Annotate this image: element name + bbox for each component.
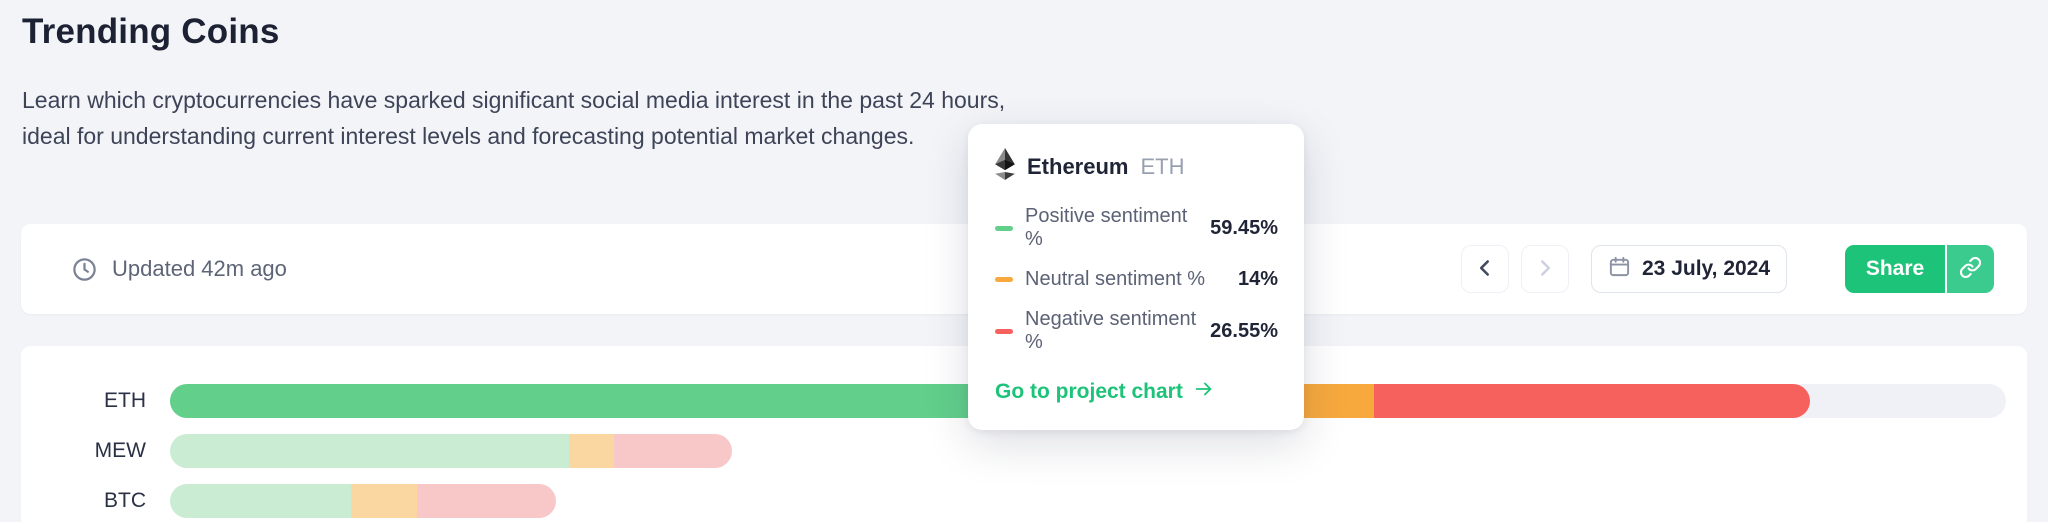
bar-segment-mew-neutral[interactable] [568,434,614,468]
row-track-mew [170,434,2006,468]
chevron-right-icon [1532,255,1558,284]
chart-row-mew: MEW [31,426,2006,476]
row-label-eth: ETH [104,389,146,412]
neutral-dash-icon [995,277,1013,282]
updated-status: Updated 42m ago [71,224,287,314]
bar-segment-mew-positive[interactable] [170,434,569,468]
row-track-btc [170,484,2006,518]
negative-dash-icon [995,328,1013,334]
tooltip-header: Ethereum ETH [995,148,1278,185]
go-to-project-chart-label: Go to project chart [995,380,1183,403]
tooltip-row-value: 26.55% [1210,319,1278,342]
tooltip-row-label: Negative sentiment % [1025,308,1197,353]
ethereum-logo-icon [995,148,1015,185]
tooltip-row-neutral: Neutral sentiment % 14% [995,268,1278,291]
tooltip-row-value: 14% [1237,268,1278,290]
share-button[interactable]: Share [1845,245,1945,293]
date-picker[interactable]: 23 July, 2024 [1591,245,1788,293]
page-subtitle-line1: Learn which cryptocurrencies have sparke… [22,87,1006,113]
chevron-left-icon [1472,255,1498,284]
bar-segment-eth-negative[interactable] [1374,384,1810,418]
go-to-project-chart-link[interactable]: Go to project chart [995,378,1278,406]
coin-tooltip: Ethereum ETH Positive sentiment % 59.45%… [968,124,1304,430]
row-label-btc: BTC [104,489,146,512]
tooltip-row-label: Positive sentiment % [1025,205,1188,250]
page-subtitle-line2: ideal for understanding current interest… [22,123,915,149]
tooltip-row-negative: Negative sentiment % 26.55% [995,308,1278,354]
bar-btc[interactable] [170,484,556,518]
bar-segment-mew-negative[interactable] [613,434,732,468]
prev-date-button[interactable] [1461,245,1509,293]
share-link-button[interactable] [1947,245,1994,293]
calendar-icon [1608,255,1631,284]
tooltip-rows: Positive sentiment % 59.45% Neutral sent… [995,205,1278,354]
next-date-button[interactable] [1521,245,1569,293]
tooltip-coin-symbol: ETH [1140,153,1185,179]
arrow-right-icon [1193,378,1215,406]
clock-icon [71,256,98,283]
positive-dash-icon [995,225,1013,231]
tooltip-row-label: Neutral sentiment % [1025,268,1206,290]
bar-segment-btc-positive[interactable] [170,484,352,518]
bar-segment-btc-neutral[interactable] [351,484,417,518]
page-title: Trending Coins [22,12,280,51]
bar-mew[interactable] [170,434,732,468]
tooltip-coin-name: Ethereum [1027,153,1129,179]
row-label-mew: MEW [94,439,146,462]
updated-text: Updated 42m ago [112,256,287,281]
link-icon [1959,256,1982,282]
chart-row-btc: BTC [31,476,2006,522]
tooltip-row-value: 59.45% [1210,216,1278,239]
tooltip-row-positive: Positive sentiment % 59.45% [995,205,1278,251]
page-subtitle: Learn which cryptocurrencies have sparke… [22,82,1005,154]
date-label: 23 July, 2024 [1642,257,1771,280]
bar-segment-btc-negative[interactable] [416,484,556,518]
